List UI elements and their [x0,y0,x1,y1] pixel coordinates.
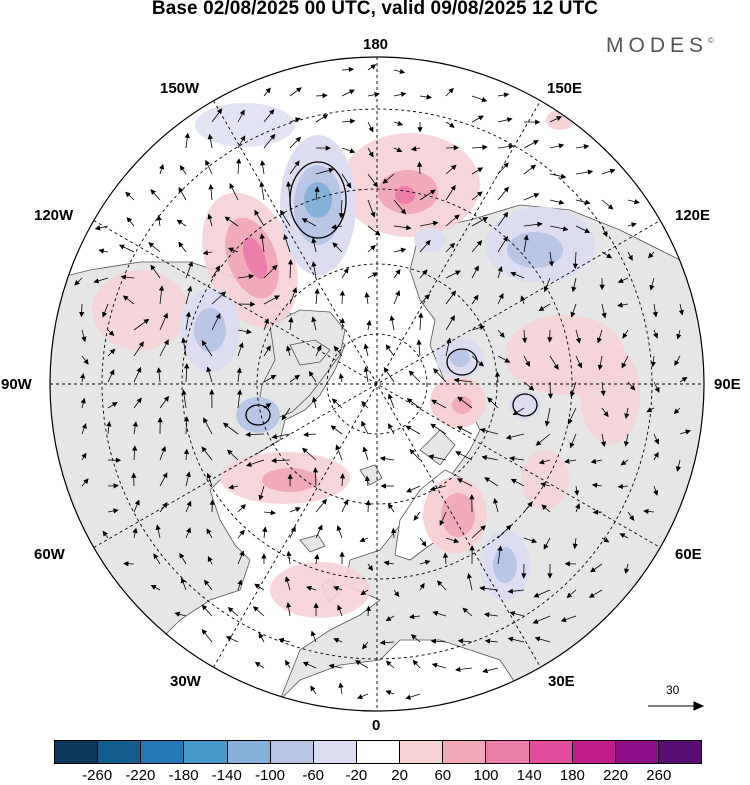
colorbar-swatch [141,741,184,763]
lon-label-30w: 30W [170,673,201,690]
colorbar-tick-label: 180 [560,767,585,784]
lon-label-150e: 150E [547,80,582,97]
anomaly-pos-9 [270,562,370,618]
colorbar-tick-label: 260 [646,767,671,784]
anomaly-neg-8 [195,103,295,147]
colorbar-swatch [616,741,659,763]
lon-label-90w: 90W [1,376,32,393]
colorbar-swatch [98,741,141,763]
anomaly-neg-5 [236,397,280,433]
reference-vector-label: 30 [666,683,679,697]
lon-label-120w: 120W [34,207,73,224]
colorbar-swatch [443,741,486,763]
colorbar [54,740,702,764]
colorbar-tick-label: 140 [517,767,542,784]
colorbar-swatch [486,741,529,763]
anomaly-pos-1-peak [395,186,415,204]
anomaly-neg-2-core [507,232,563,268]
colorbar-tick-label: -20 [346,767,368,784]
anomaly-neg-9 [414,228,446,252]
colorbar-tick-label: -100 [255,767,285,784]
anomaly-pos-8-core [441,493,475,537]
lon-label-30e: 30E [548,673,575,690]
lon-label-60w: 60W [34,546,65,563]
colorbar-tick-label: -140 [212,767,242,784]
lon-label-180: 180 [363,36,388,53]
colorbar-swatch [184,741,227,763]
anomaly-neg-6-core [493,547,517,583]
colorbar-swatch [400,741,443,763]
colorbar-swatch [573,741,616,763]
colorbar-swatch [228,741,271,763]
lon-label-60e: 60E [675,546,702,563]
anomaly-pos-11 [521,450,569,510]
colorbar-swatch [314,741,357,763]
colorbar-swatch [659,741,701,763]
lon-label-120e: 120E [675,207,710,224]
lon-label-90e: 90E [714,376,741,393]
anomaly-neg-1-core [304,182,332,218]
anomaly-pos-5 [580,345,640,445]
colorbar-tick-label: -260 [82,767,112,784]
colorbar-swatch [357,741,400,763]
polar-map [0,0,750,740]
reference-vector-arrow [648,702,703,710]
colorbar-swatch [55,741,98,763]
lon-label-150w: 150W [160,80,199,97]
colorbar-tick-labels: -260 -220 -180 -140 -100 -60 -20 20 60 100 140 180 2… [0,767,750,785]
colorbar-tick-label: 220 [603,767,628,784]
colorbar-tick-label: 20 [391,767,408,784]
colorbar-swatch [271,741,314,763]
colorbar-tick-label: -180 [169,767,199,784]
lon-label-0: 0 [372,717,380,734]
anomaly-pos-3 [92,270,188,350]
colorbar-tick-label: 60 [434,767,451,784]
colorbar-tick-label: -220 [125,767,155,784]
anomaly-neg-3-core [194,308,226,352]
colorbar-tick-label: -60 [302,767,324,784]
colorbar-swatch [530,741,573,763]
colorbar-tick-label: 100 [473,767,498,784]
